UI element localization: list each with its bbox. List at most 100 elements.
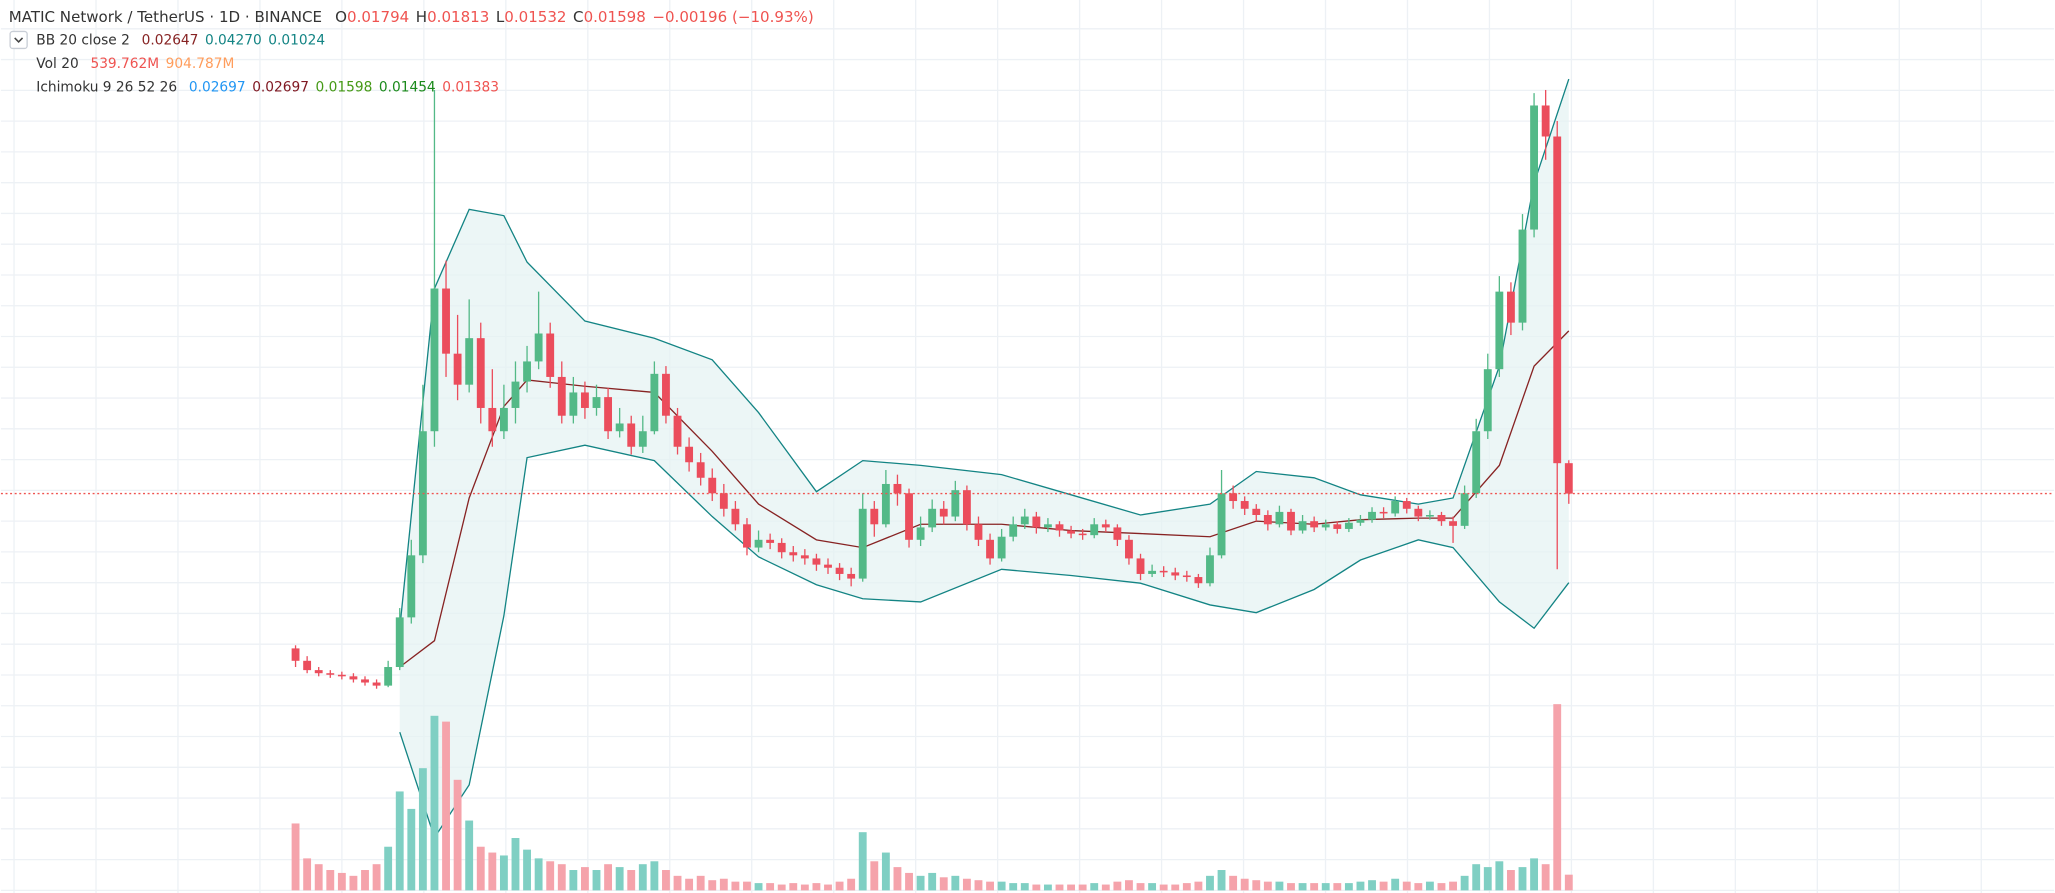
candle-body [731,508,740,525]
quote-value: 0.01532 [504,8,566,26]
candle-body [1078,533,1087,536]
candle-body [928,508,937,528]
candle-body [1483,369,1492,432]
candle-body [1240,501,1249,509]
plot-area [0,78,2055,891]
volume-bar [1483,867,1492,891]
candle-body [372,682,381,686]
bollinger-upper [399,78,1570,629]
volume-bar [1333,883,1342,891]
volume-bar [997,881,1006,891]
indicator-value: 0.01598 [316,80,373,96]
volume-bar [326,870,335,891]
quote-key: L [496,8,505,26]
volume-bar [1472,864,1481,891]
candle-body [1564,463,1573,494]
volume-bar [824,884,832,891]
indicator-value: 0.02697 [252,80,309,96]
indicator-value: 904.787M [166,56,235,72]
bollinger-basis [399,330,1570,668]
volume-bar [1171,884,1180,891]
candle-body [1067,530,1076,534]
volume-bar [1310,883,1319,891]
candle-body [1530,105,1539,230]
volume-bar [303,858,312,891]
indicator-value: 0.04270 [205,33,262,49]
volume-bar [1437,883,1446,891]
legend: MATIC Network / TetherUS · 1D · BINANCE O… [9,8,814,96]
collapse-button[interactable] [9,30,28,50]
volume-bar [916,875,925,891]
candle-body [465,338,474,385]
candle-body [569,392,578,416]
indicator-value: 539.762M [90,56,159,72]
candle-body [395,617,404,668]
candle-body [673,415,682,447]
candle-body [789,552,798,556]
volume-bar [476,846,485,891]
candle-body [1263,514,1272,525]
candle-body [1344,522,1353,529]
candle-body [349,676,358,680]
volume-bar [511,838,520,891]
symbol-name: MATIC Network / TetherUS · 1D · BINANCE [9,8,322,26]
volume-bar [1055,884,1064,891]
volume-bar [1043,884,1052,891]
volume-bar [592,870,601,891]
candle-body [1229,493,1238,502]
quote-value: 0.01794 [347,8,409,26]
candle-body [997,536,1006,559]
volume-bar [1125,880,1133,891]
candle-body [1553,136,1562,464]
candle-body [800,555,809,559]
volume-bar [615,867,624,891]
volume-bar [1240,878,1249,891]
quote-value: 0.01598 [584,8,646,26]
candle-body [326,673,335,675]
candle-body [1043,524,1052,528]
candle-body [1321,524,1330,528]
volume-bar [708,880,717,891]
volume-bar [1078,884,1087,891]
volume-bar [1368,880,1376,891]
volume-bar [523,849,531,891]
volume-bar [951,875,960,891]
candle-body [523,361,531,382]
indicator-legend: Vol 20 539.762M 904.787M [36,56,234,72]
candle-body [1275,511,1284,525]
candle-body [546,333,555,377]
volume-bar [1159,884,1168,891]
candle-body [1356,519,1365,523]
volume-bar [789,883,798,891]
candle-body [974,524,983,540]
candle-body [1217,493,1226,556]
volume-bar [291,823,300,891]
volume-bar [743,881,751,891]
candle-body [1449,521,1457,526]
volume-bar [1344,883,1353,891]
volume-bar [858,832,867,891]
candle-body [870,508,879,525]
candle-body [581,392,589,408]
volume-bar [962,878,971,891]
volume-bar [395,791,404,891]
volume-bar [337,872,346,891]
volume-bar [1206,875,1214,891]
volume-bar [1530,858,1539,891]
volume-bar [1321,883,1330,891]
volume-bar [384,846,393,891]
volume-bar [1391,878,1400,891]
candle-body [1472,431,1481,494]
candle-body [314,670,323,674]
indicator-name: Vol 20 [36,56,78,72]
volume-bar [754,883,763,891]
volume-bar [1217,870,1226,891]
candle-body [719,493,728,509]
symbol-header: MATIC Network / TetherUS · 1D · BINANCE O… [9,8,814,26]
candle-body [476,338,485,408]
indicator-name: Ichimoku 9 26 52 26 [36,80,177,96]
volume-bar [893,867,902,891]
volume-bar [662,870,670,891]
volume-bar [1032,884,1041,891]
